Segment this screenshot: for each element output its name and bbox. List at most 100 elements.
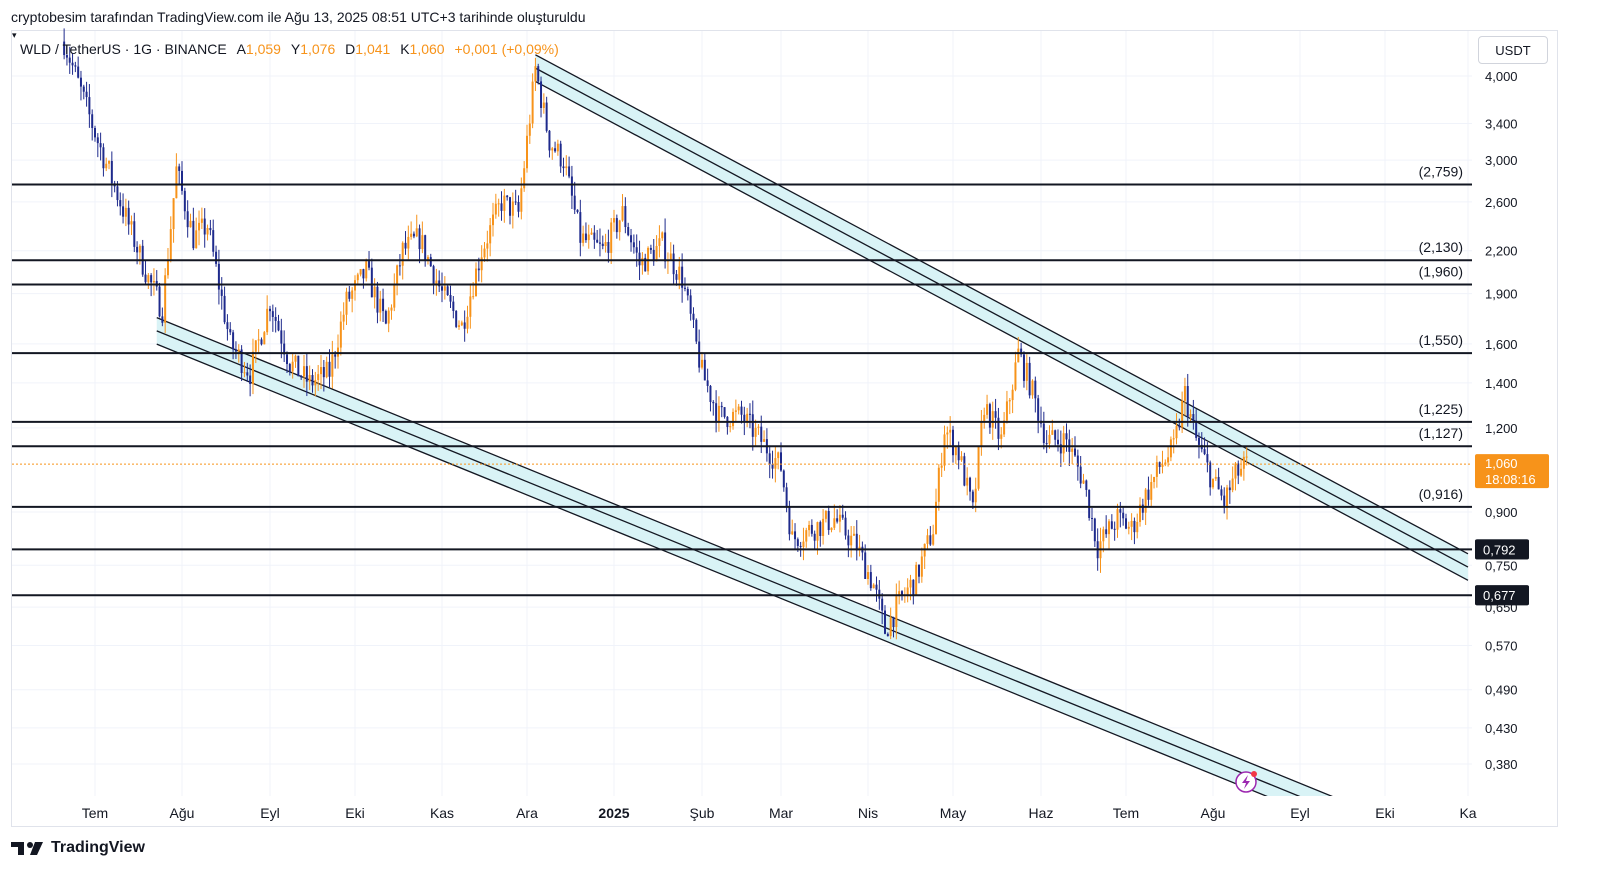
candle-body[interactable] <box>1108 521 1110 535</box>
candle-body[interactable] <box>1079 466 1082 484</box>
candle-body[interactable] <box>630 235 633 243</box>
candle-body[interactable] <box>455 310 458 327</box>
candle-body[interactable] <box>717 405 720 422</box>
candle-body[interactable] <box>1093 518 1096 542</box>
candle-body[interactable] <box>723 407 726 417</box>
candle-body[interactable] <box>618 220 621 233</box>
candle-body[interactable] <box>108 161 111 164</box>
candle-body[interactable] <box>396 265 399 286</box>
candle-body[interactable] <box>1242 456 1245 469</box>
candle-body[interactable] <box>1231 478 1234 491</box>
candle-body[interactable] <box>105 163 108 169</box>
candle-body[interactable] <box>1175 425 1178 439</box>
candle-body[interactable] <box>1167 457 1170 463</box>
candle-body[interactable] <box>570 176 573 196</box>
channel-line-lower-0[interactable] <box>156 317 1354 806</box>
candle-body[interactable] <box>895 596 898 628</box>
candle-body[interactable] <box>949 429 952 433</box>
candle-body[interactable] <box>830 527 833 531</box>
candle-body[interactable] <box>376 286 379 313</box>
candle-body[interactable] <box>404 242 407 249</box>
candle-body[interactable] <box>178 166 181 171</box>
candle-body[interactable] <box>994 411 997 418</box>
candle-body[interactable] <box>661 232 664 239</box>
candle-body[interactable] <box>579 212 582 243</box>
candle-body[interactable] <box>88 97 91 115</box>
candle-body[interactable] <box>122 206 125 217</box>
candle-body[interactable] <box>754 427 757 437</box>
candle-body[interactable] <box>71 62 74 66</box>
candle-body[interactable] <box>189 220 192 228</box>
candle-body[interactable] <box>763 439 766 442</box>
candle-body[interactable] <box>263 332 266 345</box>
channel-line-upper-1[interactable] <box>535 67 1469 568</box>
candle-body[interactable] <box>181 170 183 191</box>
candle-body[interactable] <box>1153 476 1156 483</box>
candle-body[interactable] <box>926 535 929 544</box>
candle-body[interactable] <box>79 77 82 87</box>
candle-body[interactable] <box>689 295 692 314</box>
candle-body[interactable] <box>607 241 610 253</box>
candle-body[interactable] <box>777 452 780 459</box>
candle-body[interactable] <box>963 456 966 486</box>
candle-body[interactable] <box>1158 462 1161 467</box>
candle-body[interactable] <box>855 533 858 551</box>
candle-body[interactable] <box>1150 482 1153 500</box>
drag-handle-icon[interactable]: ▾ <box>12 30 17 40</box>
candle-body[interactable] <box>509 197 511 216</box>
candle-body[interactable] <box>1020 348 1023 355</box>
candle-body[interactable] <box>240 349 243 374</box>
candle-body[interactable] <box>257 339 260 341</box>
candle-body[interactable] <box>215 251 218 264</box>
candle-body[interactable] <box>251 351 254 384</box>
candle-body[interactable] <box>308 375 311 382</box>
candle-body[interactable] <box>559 143 562 167</box>
candle-body[interactable] <box>1155 462 1158 477</box>
tradingview-logo[interactable]: TradingView <box>11 839 145 857</box>
candle-body[interactable] <box>920 556 923 577</box>
candle-body[interactable] <box>1116 509 1119 530</box>
candle-body[interactable] <box>1119 509 1122 513</box>
candle-body[interactable] <box>816 522 819 541</box>
candle-body[interactable] <box>703 359 706 381</box>
candle-body[interactable] <box>957 447 960 461</box>
candle-body[interactable] <box>582 233 585 243</box>
candle-body[interactable] <box>472 296 475 298</box>
candle-body[interactable] <box>1125 518 1127 529</box>
candle-body[interactable] <box>424 235 427 260</box>
candle-body[interactable] <box>669 253 672 260</box>
candle-body[interactable] <box>768 453 771 465</box>
candle-body[interactable] <box>136 246 139 253</box>
candle-body[interactable] <box>446 286 449 296</box>
candle-body[interactable] <box>300 376 303 378</box>
candle-body[interactable] <box>520 188 523 212</box>
candle-body[interactable] <box>889 617 892 637</box>
candle-body[interactable] <box>421 235 424 250</box>
candle-body[interactable] <box>116 186 119 201</box>
candle-body[interactable] <box>664 232 667 262</box>
candle-body[interactable] <box>119 200 122 207</box>
candle-body[interactable] <box>794 531 797 540</box>
candle-body[interactable] <box>169 229 172 261</box>
candle-body[interactable] <box>1226 487 1229 506</box>
candle-body[interactable] <box>644 257 647 272</box>
candle-body[interactable] <box>1223 495 1226 506</box>
candle-body[interactable] <box>246 372 249 376</box>
candle-body[interactable] <box>280 330 283 344</box>
candle-body[interactable] <box>1197 437 1200 445</box>
candle-body[interactable] <box>1051 430 1054 435</box>
candle-body[interactable] <box>796 539 799 546</box>
candle-body[interactable] <box>220 289 223 296</box>
candle-body[interactable] <box>200 218 203 223</box>
candle-body[interactable] <box>743 414 746 422</box>
candle-body[interactable] <box>802 541 805 547</box>
candle-body[interactable] <box>183 190 186 212</box>
candle-body[interactable] <box>1161 464 1164 467</box>
candle-body[interactable] <box>658 238 661 246</box>
candle-body[interactable] <box>172 198 175 230</box>
candle-body[interactable] <box>1203 449 1206 455</box>
candle-body[interactable] <box>757 426 760 428</box>
candle-body[interactable] <box>209 227 212 231</box>
candle-body[interactable] <box>1057 439 1059 445</box>
candle-body[interactable] <box>311 375 314 386</box>
